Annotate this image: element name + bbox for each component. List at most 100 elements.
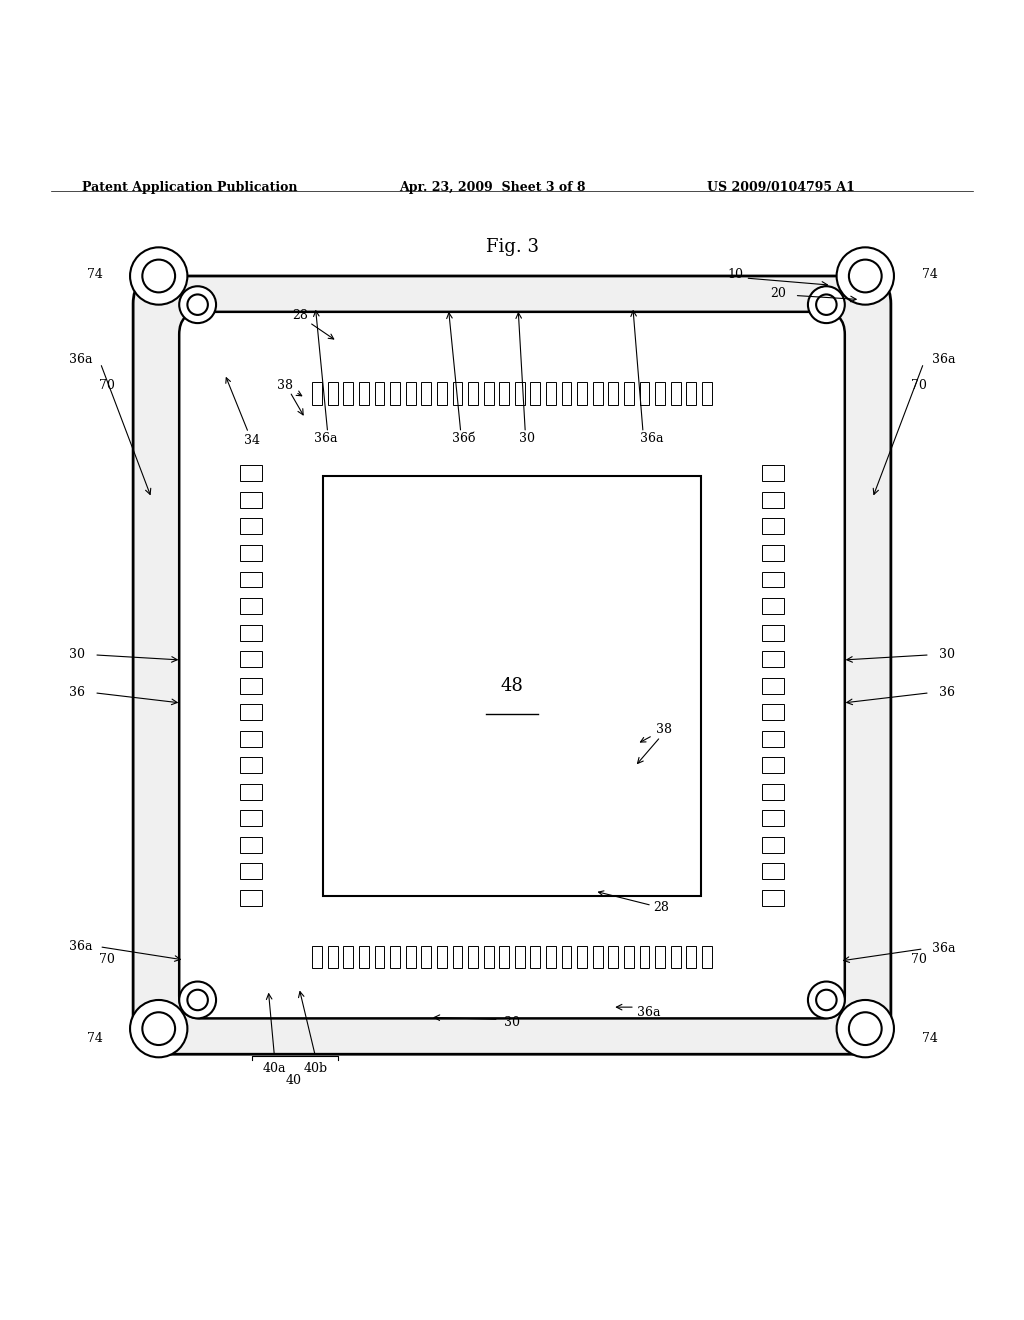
Bar [359,945,369,969]
Text: 38: 38 [640,723,672,742]
Bar [240,863,262,879]
Bar [468,945,478,969]
Bar [375,945,384,969]
Bar [762,598,784,614]
Bar [422,945,431,969]
Bar [343,945,353,969]
Text: 74: 74 [86,268,102,281]
Bar [762,704,784,721]
Bar [328,945,338,969]
Text: 30: 30 [939,648,955,661]
Bar [762,466,784,482]
Bar [390,945,400,969]
Bar [686,945,696,969]
Bar [240,810,262,826]
Bar [437,383,446,405]
Bar [437,945,446,969]
Bar [240,784,262,800]
Bar [671,383,681,405]
Bar [853,742,881,993]
Bar [762,731,784,747]
Circle shape [849,260,882,293]
Text: 70: 70 [98,379,115,392]
Bar [762,492,784,508]
Circle shape [837,1001,894,1057]
Text: US 2009/0104795 A1: US 2009/0104795 A1 [707,181,854,194]
Bar [701,383,712,405]
Text: 36a: 36a [932,354,955,367]
Text: 74: 74 [922,1032,938,1045]
Bar [593,945,602,969]
Bar [240,677,262,693]
Circle shape [816,990,837,1010]
Circle shape [179,982,216,1019]
Text: 36a: 36a [69,940,92,953]
Circle shape [130,1001,187,1057]
Bar [240,758,262,774]
Bar [230,1019,640,1045]
Bar [240,519,262,535]
Bar [853,374,881,624]
Bar [762,810,784,826]
Bar [323,475,701,895]
FancyBboxPatch shape [179,312,845,1019]
Bar [624,945,634,969]
Circle shape [849,1012,882,1045]
Text: Apr. 23, 2009  Sheet 3 of 8: Apr. 23, 2009 Sheet 3 of 8 [399,181,586,194]
Text: 30: 30 [519,433,536,445]
Text: 20: 20 [770,286,786,300]
Bar [240,466,262,482]
Bar [230,286,640,314]
Bar [422,383,431,405]
Bar [762,863,784,879]
Bar [762,624,784,640]
Bar [762,837,784,853]
Bar [655,383,665,405]
Bar [240,572,262,587]
Bar [240,704,262,721]
Text: 30: 30 [504,1016,520,1030]
Bar [515,383,524,405]
Bar [530,945,541,969]
Bar [312,383,323,405]
Circle shape [187,294,208,315]
Bar [546,383,556,405]
Bar [762,651,784,667]
Bar [453,383,463,405]
Text: 28: 28 [292,309,334,339]
Bar [406,945,416,969]
Bar [686,383,696,405]
Bar [343,383,353,405]
Bar [143,374,171,624]
Text: Fig. 3: Fig. 3 [485,238,539,256]
Circle shape [808,286,845,323]
Text: 36a: 36a [932,942,955,956]
FancyBboxPatch shape [133,276,891,1055]
Bar [762,784,784,800]
Bar [762,758,784,774]
Bar [375,383,384,405]
Bar [593,383,602,405]
Text: 36a: 36a [314,433,337,445]
Text: 36: 36 [69,686,85,700]
Text: 36б: 36б [453,433,475,445]
Bar [240,651,262,667]
Circle shape [142,260,175,293]
Bar [328,383,338,405]
Bar [546,945,556,969]
Bar [240,837,262,853]
Text: 34: 34 [226,378,260,447]
Text: 36a: 36a [640,433,663,445]
Bar [359,383,369,405]
Bar [608,383,618,405]
Bar [390,383,400,405]
Bar [143,742,171,993]
Bar [483,945,494,969]
Bar [515,945,524,969]
Bar [762,890,784,906]
Bar [240,598,262,614]
Bar [453,945,463,969]
Bar [671,945,681,969]
Text: 70: 70 [911,379,928,392]
Bar [624,383,634,405]
